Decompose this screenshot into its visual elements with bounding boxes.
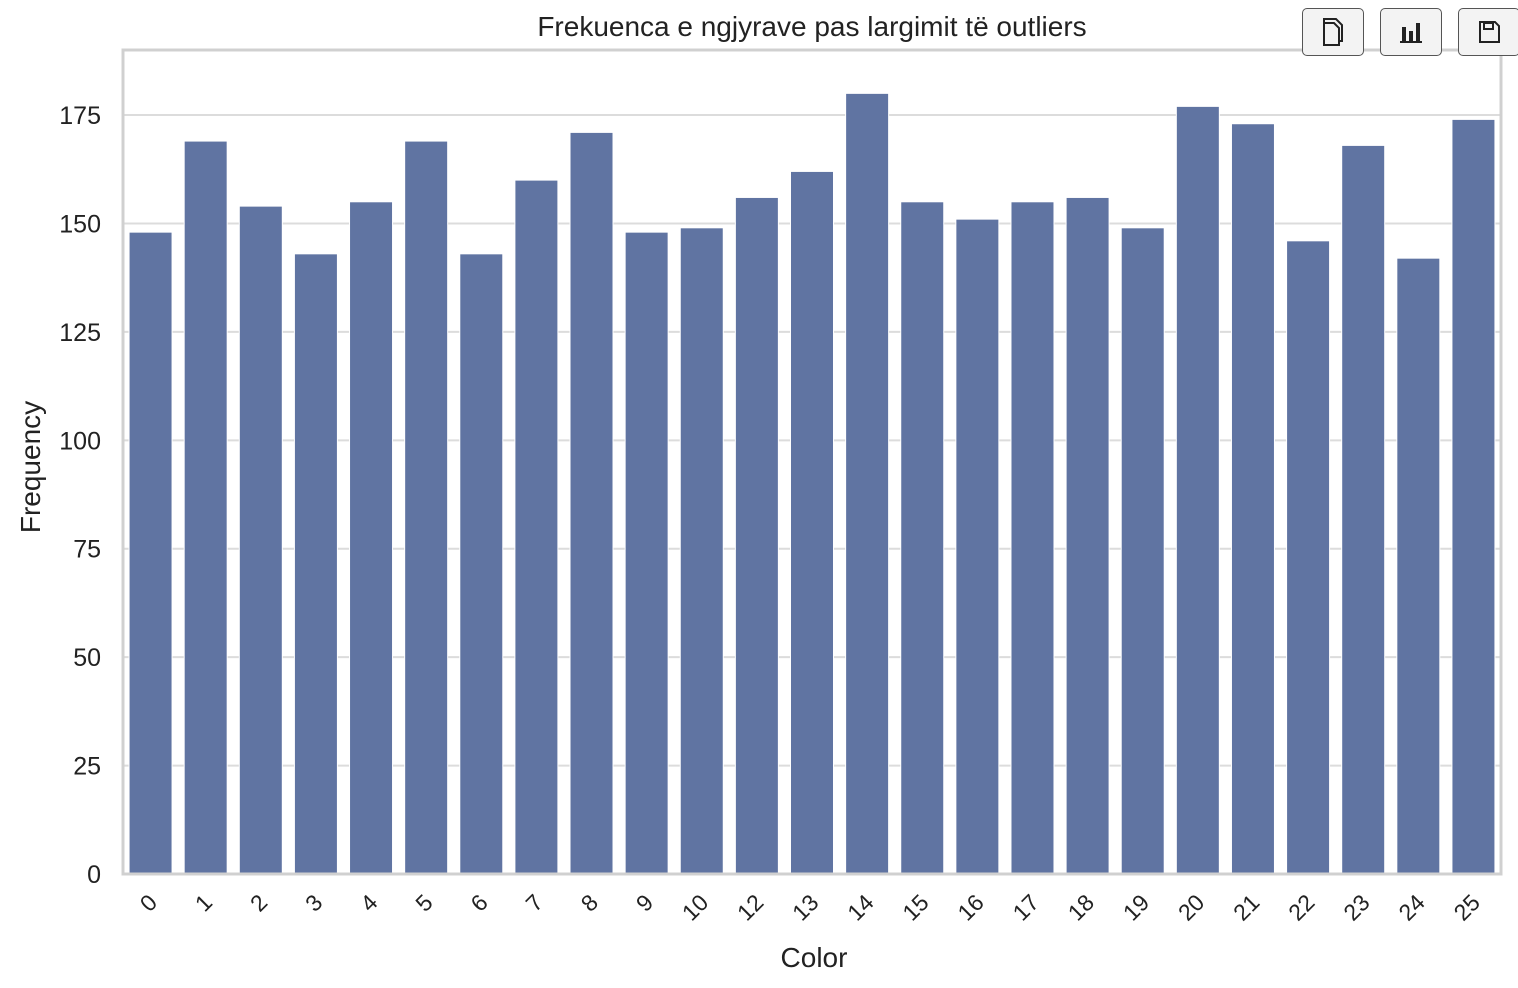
plot-frame: [121, 48, 1503, 876]
x-tick-label: 4: [355, 889, 383, 917]
chart-button[interactable]: [1380, 8, 1442, 56]
x-tick-label: 25: [1448, 889, 1484, 925]
x-tick-label: 9: [631, 889, 658, 916]
x-tick-label: 1: [190, 889, 217, 916]
bar-14: [845, 92, 890, 875]
x-tick-label: 2: [245, 889, 272, 916]
bar-17: [1010, 201, 1055, 875]
y-tick-labels: 0 25 50 75 100 125 150 175: [59, 102, 101, 889]
copy-icon: [1320, 17, 1346, 47]
x-tick-labels: 0 1 2 3 4 5 6 7 8 9 10 12 13 14 15 16 17 18 19 20 21 22 23 24 25: [135, 889, 1485, 926]
y-tick-label: 50: [73, 644, 101, 672]
bar-1: [183, 140, 228, 875]
x-tick-label: 21: [1228, 889, 1264, 925]
bar-7: [514, 179, 559, 875]
bar-3: [293, 253, 338, 875]
y-tick-label: 75: [73, 536, 101, 564]
chart-toolbar: [1302, 8, 1518, 56]
y-tick-label: 150: [59, 210, 101, 238]
bar-6: [459, 253, 504, 875]
x-tick-label: 24: [1393, 889, 1430, 926]
bar-19: [1120, 227, 1165, 875]
bar-23: [1341, 144, 1386, 875]
x-tick-label: 0: [135, 889, 162, 916]
bar-18: [1065, 196, 1110, 875]
x-tick-label: 16: [952, 889, 988, 925]
bar-0: [128, 231, 173, 875]
bar-22: [1286, 240, 1331, 875]
y-tick-label: 100: [59, 427, 101, 455]
bar-16: [955, 218, 1000, 875]
bar-2: [238, 205, 283, 875]
x-tick-label: 13: [787, 889, 823, 925]
bar-4: [349, 201, 394, 875]
x-tick-label: 17: [1008, 889, 1044, 925]
x-tick-label: 5: [410, 889, 437, 916]
x-tick-label: 6: [465, 889, 492, 916]
y-tick-label: 25: [73, 753, 101, 781]
bar-20: [1175, 105, 1220, 875]
x-tick-label: 14: [842, 889, 879, 926]
bar-24: [1396, 257, 1441, 875]
copy-button[interactable]: [1302, 8, 1364, 56]
save-button[interactable]: [1458, 8, 1518, 56]
x-tick-label: 19: [1118, 889, 1154, 925]
bar-13: [790, 170, 834, 875]
x-tick-label: 8: [576, 889, 603, 916]
x-tick-label: 15: [897, 889, 933, 925]
y-tick-label: 175: [59, 102, 101, 130]
x-tick-label: 3: [300, 889, 327, 916]
x-tick-label: 23: [1338, 889, 1374, 925]
y-tick-label: 125: [59, 319, 101, 347]
x-tick-label: 10: [677, 889, 713, 925]
bars: [128, 92, 1496, 875]
chart-title: Frekuenca e ngjyrave pas largimit të out…: [537, 11, 1086, 42]
bar-12: [734, 196, 779, 875]
bar-9: [624, 231, 669, 875]
save-icon: [1477, 20, 1501, 44]
x-tick-label: 12: [732, 889, 768, 925]
bar-10: [679, 227, 724, 875]
bar-15: [900, 201, 945, 875]
x-tick-label: 18: [1063, 889, 1099, 925]
y-axis-label: Frequency: [15, 401, 46, 533]
x-axis-label: Color: [781, 942, 848, 973]
bar-5: [404, 140, 449, 875]
x-tick-label: 7: [521, 889, 548, 916]
y-tick-label: 0: [87, 861, 101, 889]
x-tick-label: 22: [1283, 889, 1319, 925]
x-tick-label: 20: [1173, 889, 1209, 925]
bar-25: [1451, 118, 1496, 875]
bar-21: [1230, 123, 1275, 875]
bar-chart-icon: [1398, 19, 1424, 45]
bar-8: [569, 131, 614, 875]
